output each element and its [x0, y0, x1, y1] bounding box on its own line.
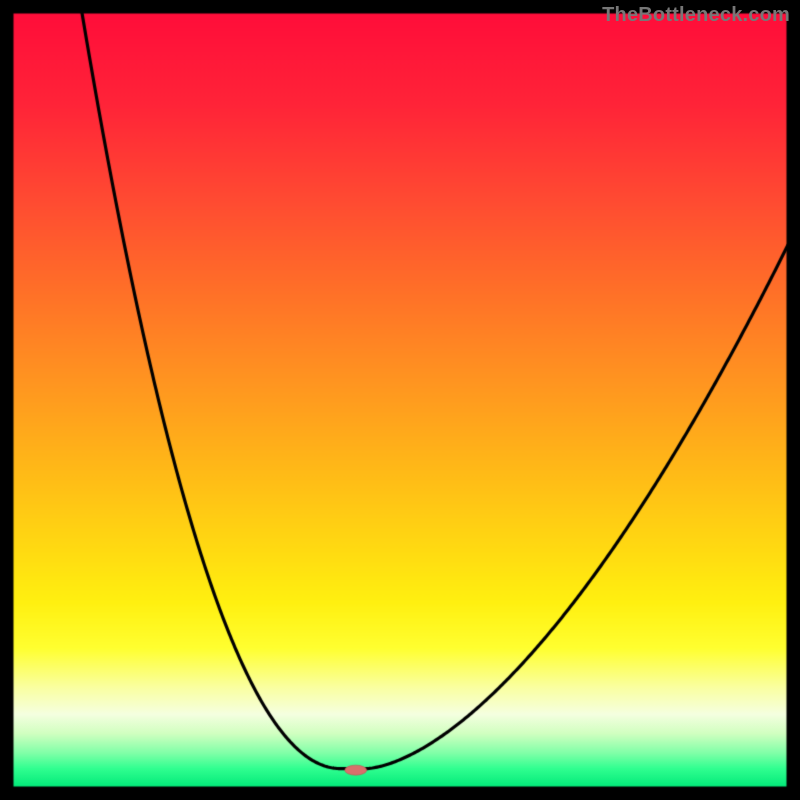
watermark-text: TheBottleneck.com — [602, 4, 790, 27]
bottleneck-chart-canvas — [0, 0, 800, 800]
